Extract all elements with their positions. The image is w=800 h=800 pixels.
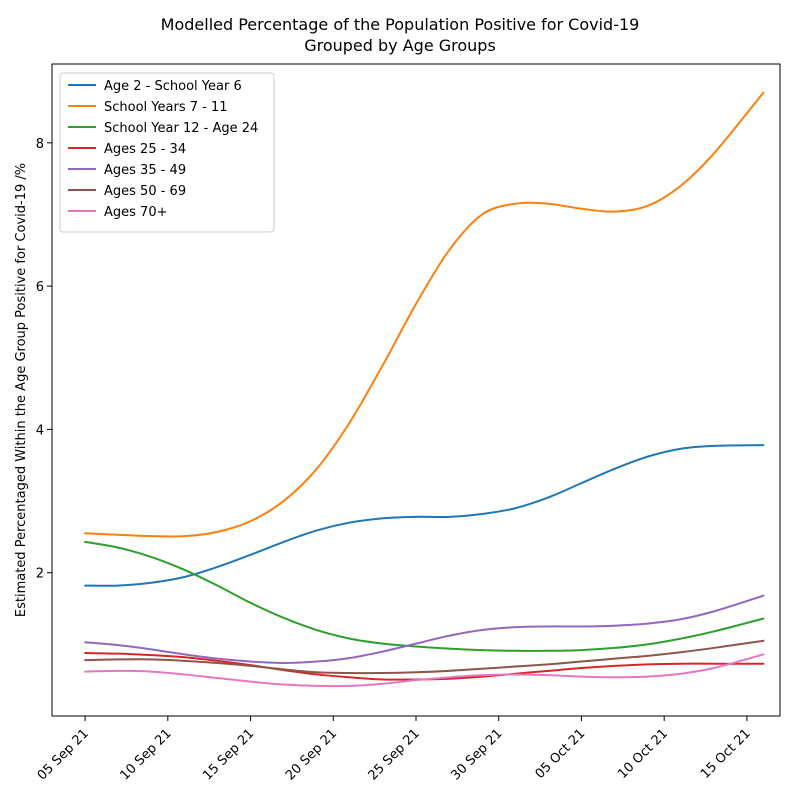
y-tick-label: 6 [36, 280, 44, 295]
chart-title: Modelled Percentage of the Population Po… [161, 15, 640, 34]
legend: Age 2 - School Year 6 School Years 7 - 11… [59, 72, 275, 233]
legend-label: School Years 7 - 11 [104, 100, 228, 115]
legend-label: Ages 70+ [104, 205, 167, 220]
legend-label: School Year 12 - Age 24 [104, 121, 258, 136]
series-line-6 [84, 639, 765, 675]
legend-label: Age 2 - School Year 6 [104, 79, 242, 94]
legend-label: Ages 50 - 69 [104, 184, 186, 199]
chart-subtitle: Grouped by Age Groups [304, 36, 496, 55]
legend-box [59, 72, 275, 233]
y-axis-label: Estimated Percentaged Within the Age Gro… [14, 163, 29, 617]
y-tick-label: 4 [36, 423, 44, 438]
legend-label: Ages 25 - 34 [104, 142, 186, 157]
y-tick-label: 2 [36, 567, 44, 582]
y-tick-label: 8 [36, 137, 44, 152]
plot-area [84, 91, 765, 688]
series-line-3 [84, 540, 765, 652]
series-line-7 [84, 653, 765, 688]
series-line-5 [84, 594, 765, 664]
legend-label: Ages 35 - 49 [104, 163, 186, 178]
series-line-2 [84, 91, 765, 538]
